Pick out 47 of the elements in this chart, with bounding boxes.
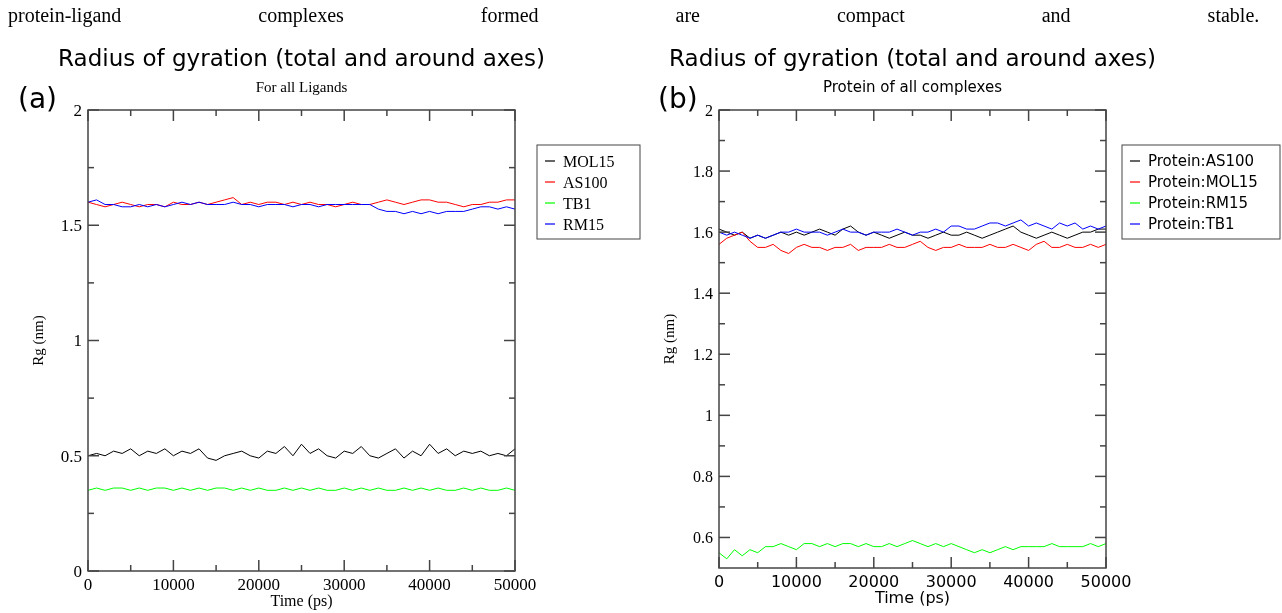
x-tick-label: 40000 <box>408 575 451 594</box>
legend-label: Protein:TB1 <box>1148 215 1235 234</box>
y-tick-label: 0.5 <box>60 446 82 466</box>
x-tick-label: 10000 <box>152 575 195 594</box>
chart-title: Radius of gyration (total and around axes) <box>58 45 545 71</box>
y-tick-label: 1.6 <box>693 223 713 241</box>
legend-label: MOL15 <box>563 152 615 170</box>
chart-subtitle: Protein of all complexes <box>822 78 1003 96</box>
legend-label: RM15 <box>563 215 604 233</box>
legend-label: TB1 <box>563 194 592 212</box>
y-tick-label: 0.8 <box>693 468 713 485</box>
legend-label: Protein:AS100 <box>1148 152 1255 171</box>
y-tick-label: 2 <box>705 101 713 119</box>
x-tick-label: 20000 <box>848 572 900 591</box>
y-axis-title: Rg (nm) <box>661 313 678 365</box>
line-series <box>87 197 516 208</box>
line-series <box>718 231 1107 255</box>
line-series <box>87 443 516 461</box>
legend-label: Protein:RM15 <box>1148 194 1249 213</box>
y-tick-label: 1 <box>73 331 82 351</box>
x-tick-label: 20000 <box>237 575 281 594</box>
x-axis-title: Time (ps) <box>873 588 951 607</box>
y-tick-label: 1.5 <box>60 216 82 236</box>
y-tick-label: 1.8 <box>693 162 713 180</box>
x-tick-label: 40000 <box>1003 572 1055 591</box>
y-tick-label: 0.6 <box>693 529 713 547</box>
x-axis-title: Time (ps) <box>270 592 333 610</box>
y-axis-title: Rg (nm) <box>30 315 47 366</box>
line-series <box>87 199 516 215</box>
x-tick-label: 30000 <box>322 575 366 594</box>
x-tick-label: 10000 <box>770 572 822 591</box>
line-series <box>718 540 1107 560</box>
x-tick-label: 50000 <box>1080 572 1132 591</box>
chart-title: Radius of gyration (total and around axes) <box>669 45 1156 71</box>
text: (b) <box>658 82 698 115</box>
x-tick-label: 50000 <box>493 575 537 594</box>
legend-label: AS100 <box>563 173 608 191</box>
line-series <box>718 219 1107 239</box>
y-tick-label: 1.2 <box>693 345 713 363</box>
text: (a) <box>18 82 58 115</box>
legend-label: Protein:MOL15 <box>1148 173 1258 192</box>
text: protein-ligand complexes formed are compact and stable. <box>8 4 1260 27</box>
y-tick-label: 1.4 <box>693 284 713 302</box>
chart-subtitle: For all Ligands <box>255 79 348 95</box>
y-tick-label: 1 <box>705 406 713 424</box>
y-tick-label: 2 <box>73 100 82 120</box>
x-tick-label: 30000 <box>925 572 977 591</box>
